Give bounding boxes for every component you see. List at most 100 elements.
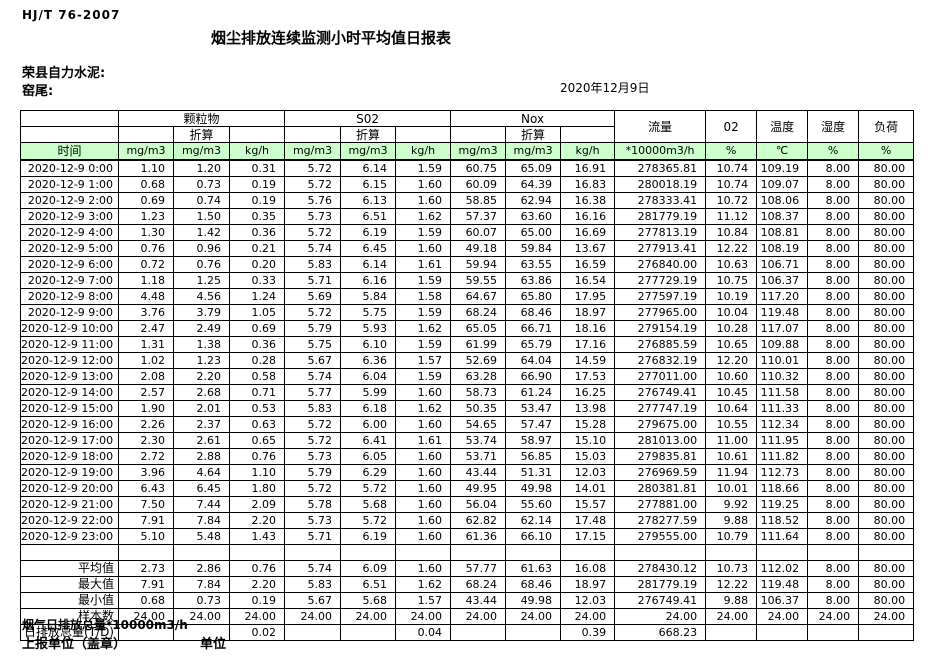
value-cell: 62.82: [450, 512, 507, 529]
value-cell: 68.46: [505, 304, 562, 321]
value-cell: 80.00: [858, 192, 915, 209]
hourly-data-rows: 2020-12-9 0:00 1.10 1.20 0.31 5.72 6.14 1.59 60…: [20, 159, 915, 561]
value-cell: 111.82: [756, 448, 809, 465]
unit-cell: mg/m3: [118, 142, 174, 161]
time-cell: 2020-12-9 3:00: [20, 208, 119, 225]
value-cell: 280018.19: [614, 176, 707, 193]
value-cell: 63.60: [505, 208, 562, 225]
value-cell: 80.00: [858, 432, 915, 449]
value-cell: 5.74: [284, 368, 342, 385]
value-cell: 6.19: [340, 224, 397, 241]
table-row: 2020-12-9 19:00 3.96 4.64 1.10 5.79 6.29 1.60 4…: [20, 464, 915, 481]
value-cell: 1.25: [173, 272, 230, 289]
summary-value-cell: 8.00: [807, 576, 860, 593]
value-cell: 53.71: [450, 448, 507, 465]
unit-cell: mg/m3: [284, 142, 342, 161]
value-cell: 5.72: [284, 176, 342, 193]
value-cell: 7.44: [173, 496, 230, 513]
value-cell: 1.60: [395, 512, 452, 529]
summary-value-cell: 80.00: [858, 576, 915, 593]
value-cell: 8.00: [807, 448, 860, 465]
value-cell: 10.72: [705, 192, 758, 209]
empty-cell: [284, 544, 342, 561]
value-cell: 10.01: [705, 480, 758, 497]
value-cell: 118.52: [756, 512, 809, 529]
value-cell: 1.59: [395, 368, 452, 385]
value-cell: 3.76: [118, 304, 174, 321]
value-cell: 9.92: [705, 496, 758, 513]
header-units-row: 时间 mg/m3 mg/m3 kg/h mg/m3 mg/m3 kg/h mg/…: [20, 142, 915, 161]
value-cell: 5.99: [340, 384, 397, 401]
time-cell: 2020-12-9 22:00: [20, 512, 119, 529]
value-cell: 1.31: [118, 336, 174, 353]
value-cell: 8.00: [807, 240, 860, 257]
value-cell: 2.61: [173, 432, 230, 449]
standard-number: HJ/T 76-2007: [22, 8, 121, 22]
value-cell: 277747.19: [614, 400, 707, 417]
summary-value-cell: 0.73: [173, 592, 230, 609]
value-cell: 106.71: [756, 256, 809, 273]
value-cell: 5.67: [284, 352, 342, 369]
time-cell: 2020-12-9 6:00: [20, 256, 119, 273]
value-cell: 12.03: [560, 464, 616, 481]
value-cell: 68.24: [450, 304, 507, 321]
value-cell: 118.66: [756, 480, 809, 497]
converted-label-nox: 折算: [505, 126, 562, 143]
value-cell: 59.94: [450, 256, 507, 273]
time-cell: 2020-12-9 4:00: [20, 224, 119, 241]
summary-value-cell: 80.00: [858, 592, 915, 609]
value-cell: 5.84: [340, 288, 397, 305]
value-cell: 61.24: [505, 384, 562, 401]
value-cell: 59.84: [505, 240, 562, 257]
summary-value-cell: 24.00: [395, 608, 452, 625]
value-cell: 5.71: [284, 528, 342, 545]
table-row: 2020-12-9 5:00 0.76 0.96 0.21 5.74 6.45 1.60 49…: [20, 240, 915, 257]
value-cell: 279555.00: [614, 528, 707, 545]
value-cell: 276885.59: [614, 336, 707, 353]
value-cell: 62.14: [505, 512, 562, 529]
table-row: 2020-12-9 9:00 3.76 3.79 1.05 5.72 5.75 1.59 68…: [20, 304, 915, 321]
table-row: 2020-12-9 10:00 2.47 2.49 0.69 5.79 5.93 1.62 6…: [20, 320, 915, 337]
value-cell: 1.60: [395, 416, 452, 433]
summary-value-cell: 7.84: [173, 576, 230, 593]
value-cell: 5.78: [284, 496, 342, 513]
value-cell: 8.00: [807, 352, 860, 369]
value-cell: 10.74: [705, 159, 758, 177]
time-cell: 2020-12-9 9:00: [20, 304, 119, 321]
table-row: 2020-12-9 18:00 2.72 2.88 0.76 5.73 6.05 1.60 5…: [20, 448, 915, 465]
value-cell: 6.36: [340, 352, 397, 369]
value-cell: 80.00: [858, 464, 915, 481]
summary-value-cell: 119.48: [756, 576, 809, 593]
header-empty-cell: [395, 126, 452, 143]
value-cell: 0.36: [228, 336, 286, 353]
value-cell: 8.00: [807, 320, 860, 337]
table-row: 2020-12-9 16:00 2.26 2.37 0.63 5.72 6.00 1.60 5…: [20, 416, 915, 433]
value-cell: 5.75: [340, 304, 397, 321]
value-cell: 10.28: [705, 320, 758, 337]
value-cell: 55.60: [505, 496, 562, 513]
value-cell: 1.23: [118, 208, 174, 225]
value-cell: 63.55: [505, 256, 562, 273]
value-cell: 6.05: [340, 448, 397, 465]
value-cell: 6.51: [340, 208, 397, 225]
value-cell: 0.28: [228, 352, 286, 369]
monitoring-point-label: 窑尾:: [22, 84, 54, 99]
value-cell: 5.68: [340, 496, 397, 513]
value-cell: 80.00: [858, 512, 915, 529]
value-cell: 60.07: [450, 224, 507, 241]
summary-label-cell: 最小值: [20, 592, 119, 609]
value-cell: 8.00: [807, 272, 860, 289]
value-cell: 8.00: [807, 176, 860, 193]
value-cell: 14.59: [560, 352, 616, 369]
summary-value-cell: 7.91: [118, 576, 174, 593]
empty-cell: [756, 544, 809, 561]
value-cell: 8.00: [807, 512, 860, 529]
unit-cell: kg/h: [228, 142, 286, 161]
value-cell: 61.36: [450, 528, 507, 545]
summary-value-cell: [505, 624, 562, 641]
value-cell: 7.91: [118, 512, 174, 529]
value-cell: 5.93: [340, 320, 397, 337]
value-cell: 65.80: [505, 288, 562, 305]
value-cell: 5.71: [284, 272, 342, 289]
